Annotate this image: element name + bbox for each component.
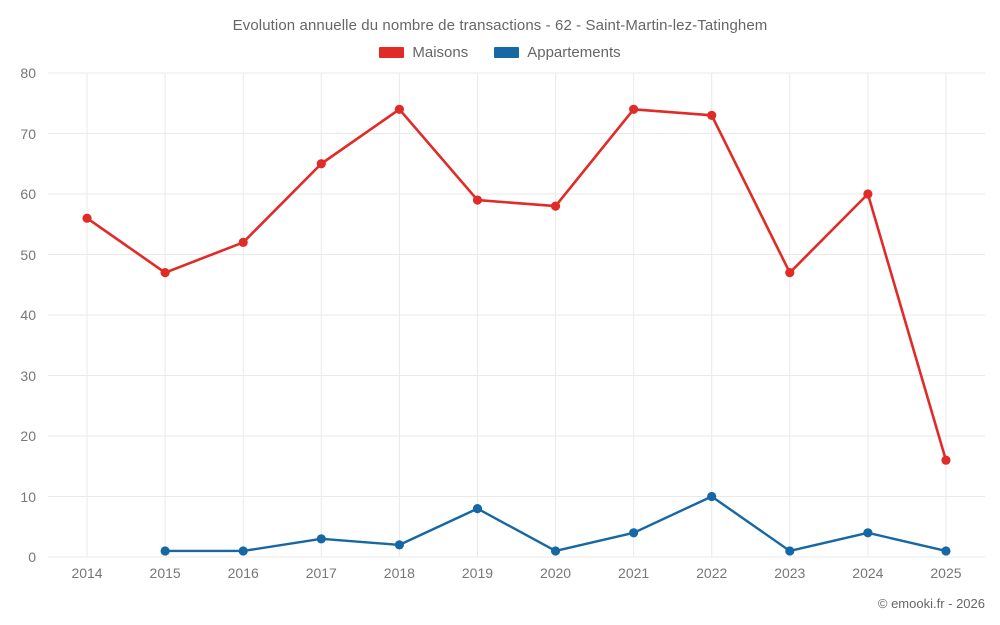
x-tick-label: 2022 (696, 565, 728, 581)
data-point[interactable] (550, 201, 561, 211)
y-tick-label: 70 (20, 125, 36, 142)
data-point[interactable] (394, 540, 404, 550)
y-tick-label: 40 (20, 307, 36, 323)
y-tick-label: 80 (20, 65, 36, 81)
data-point[interactable] (863, 189, 873, 199)
y-tick-label: 20 (20, 428, 36, 444)
data-point[interactable] (316, 159, 326, 169)
x-tick-label: 2019 (461, 565, 494, 581)
data-point[interactable] (863, 528, 873, 538)
data-point[interactable] (238, 546, 248, 556)
data-point[interactable] (707, 110, 717, 120)
data-point[interactable] (160, 546, 170, 556)
x-tick-label: 2021 (618, 565, 650, 581)
data-point[interactable] (316, 534, 326, 544)
legend-label-appartements: Appartements (527, 44, 621, 61)
x-tick-label: 2017 (305, 565, 337, 581)
x-tick-label: 2015 (149, 565, 181, 581)
legend-label-maisons: Maisons (412, 44, 469, 61)
data-point[interactable] (941, 455, 951, 465)
data-point[interactable] (941, 546, 951, 556)
footer-credit: © emooki.fr - 2026 (877, 596, 985, 611)
x-gridlines-group (86, 73, 947, 557)
data-point[interactable] (785, 546, 795, 556)
y-tick-label: 10 (20, 488, 36, 505)
gridlines-group (48, 72, 985, 558)
data-point[interactable] (472, 504, 483, 514)
data-point[interactable] (160, 268, 170, 278)
x-tick-label: 2025 (930, 565, 962, 581)
data-point[interactable] (394, 104, 404, 114)
y-tick-label: 0 (28, 549, 36, 565)
legend-swatch-appartements (494, 47, 520, 58)
data-point[interactable] (629, 104, 639, 114)
data-point[interactable] (82, 213, 92, 223)
y-tick-label: 60 (20, 186, 36, 202)
x-tick-label: 2014 (71, 565, 103, 581)
x-tick-label: 2023 (774, 565, 806, 581)
x-tick-label: 2020 (539, 565, 572, 581)
y-tick-label: 30 (20, 367, 36, 384)
data-point[interactable] (629, 528, 639, 538)
data-point[interactable] (550, 546, 561, 556)
chart-legend: Maisons Appartements (0, 44, 1000, 61)
data-point[interactable] (707, 491, 717, 502)
legend-item-appartements[interactable]: Appartements (494, 44, 621, 61)
y-tick-label: 50 (20, 246, 36, 263)
x-tick-label: 2024 (852, 565, 884, 581)
data-point[interactable] (785, 268, 795, 278)
series-line-maisons (85, 108, 948, 462)
legend-swatch-maisons (379, 47, 405, 58)
data-point[interactable] (238, 237, 248, 247)
legend-item-maisons[interactable]: Maisons (379, 44, 468, 61)
chart-title: Evolution annuelle du nombre de transact… (232, 17, 768, 34)
series-layer (82, 104, 951, 556)
data-point[interactable] (472, 195, 483, 205)
x-tick-label: 2016 (227, 565, 259, 581)
x-tick-label: 2018 (383, 565, 415, 581)
